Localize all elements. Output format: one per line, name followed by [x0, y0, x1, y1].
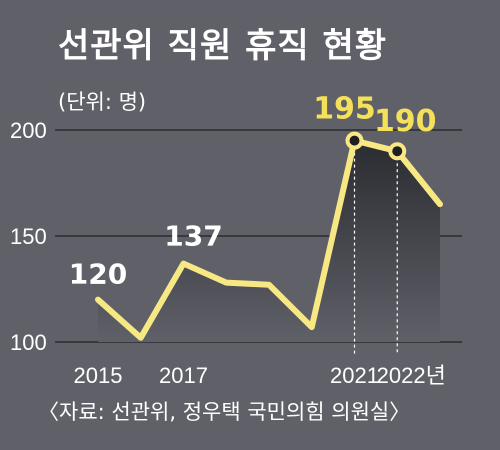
x-tick-label-2017: 2017 [159, 363, 208, 388]
data-label-2015: 120 [69, 258, 127, 291]
area-fill [98, 140, 440, 342]
chart-title: 선관위 직원 휴직 현황 [58, 26, 388, 66]
y-tick-label: 150 [10, 224, 47, 249]
source-note: 〈자료: 선관위, 정우택 국민의힘 의원실〉 [38, 400, 411, 424]
marker-2022 [388, 142, 407, 161]
x-tick-label-2021: 2021 [330, 363, 379, 388]
x-tick-label-2022: 2022년 [377, 363, 446, 388]
data-label-2017: 137 [164, 220, 222, 253]
x-tick-label-2015: 2015 [74, 363, 123, 388]
data-label-2022: 190 [374, 104, 437, 139]
y-tick-label: 200 [10, 118, 47, 143]
y-tick-label: 100 [10, 330, 47, 355]
marker-2021 [345, 131, 364, 150]
data-label-2021: 195 [313, 92, 376, 127]
unit-label: (단위: 명) [58, 90, 147, 114]
